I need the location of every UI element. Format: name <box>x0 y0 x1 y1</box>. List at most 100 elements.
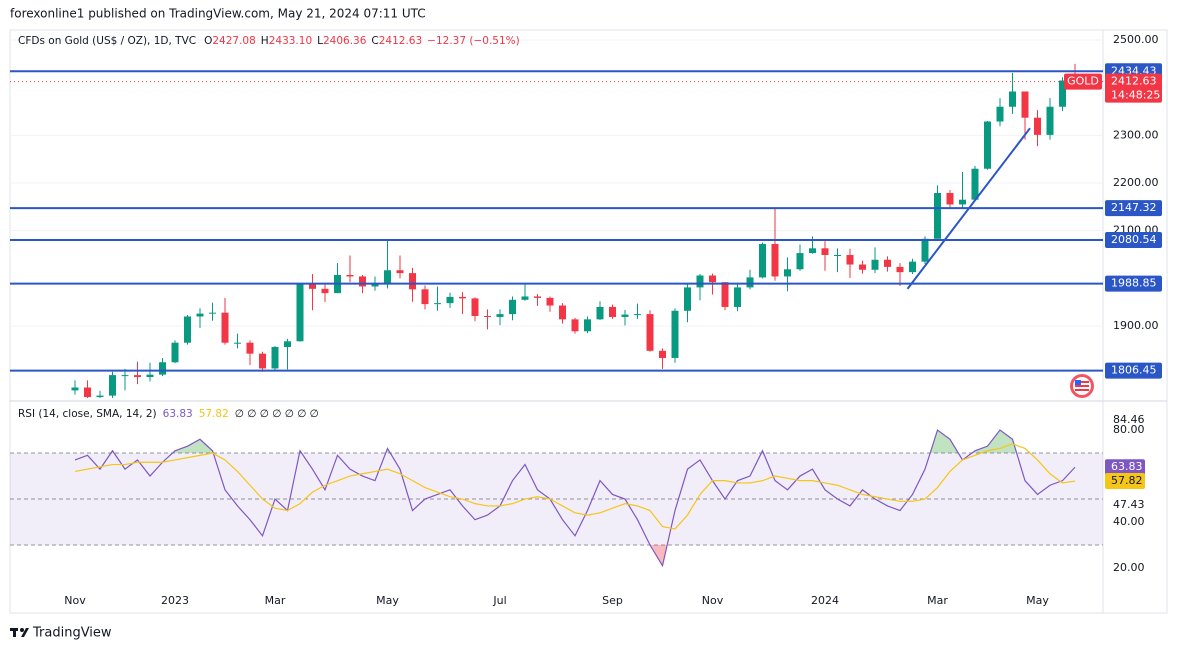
candle-body <box>1021 91 1029 118</box>
candle-body <box>521 296 529 300</box>
candle-body <box>296 283 304 342</box>
x-tick-label: Jul <box>492 594 506 607</box>
level-tag-label: 2080.54 <box>1111 233 1157 246</box>
last-price-tag <box>1105 73 1162 103</box>
candle-body <box>996 106 1004 122</box>
rsi-pane <box>10 429 1103 568</box>
candle-body <box>359 276 366 287</box>
y-tick-label: 84.46 <box>1113 413 1145 426</box>
candle-body <box>771 244 779 277</box>
ohlc-key: C <box>371 35 378 47</box>
price-pane <box>10 39 1103 398</box>
candle-body <box>596 306 604 320</box>
candle-body <box>884 259 891 267</box>
candle-body <box>84 387 91 398</box>
countdown: 14:48:25 <box>1111 89 1160 102</box>
candle-body <box>221 312 229 343</box>
ohlc-key: H <box>261 35 269 47</box>
y-tick-label: 2200.00 <box>1113 176 1159 189</box>
ohlc-value: 2427.08 <box>212 35 255 47</box>
candle-body <box>796 253 804 270</box>
candle-body <box>246 342 254 354</box>
overbought-fill <box>110 430 1017 454</box>
candle-body <box>671 310 679 358</box>
rsi-value-tag <box>1105 473 1145 490</box>
candle-body <box>859 264 866 270</box>
candle-body <box>571 319 579 332</box>
candle-body <box>309 283 316 289</box>
candle-body <box>196 313 204 317</box>
chart-frame <box>9 29 1168 614</box>
rsi-legend-value: 57.82 <box>199 408 229 420</box>
x-tick-label: Nov <box>702 594 724 607</box>
y-tick-label: 1900.00 <box>1113 319 1159 332</box>
candle-body <box>784 269 791 277</box>
candle-body <box>234 342 241 344</box>
symbol: CFDs on Gold (US$ / OZ), 1D, TVC <box>18 35 196 47</box>
legend: CFDs on Gold (US$ / OZ), 1D, TVC O2427.08… <box>18 35 520 47</box>
rsi-value-tag-label: 57.82 <box>1111 474 1143 487</box>
candle-body <box>684 287 691 311</box>
rsi-legend-value: 63.83 <box>163 408 193 420</box>
ohlc-value: 2433.10 <box>269 35 312 47</box>
ohlc-value: 2406.36 <box>323 35 367 47</box>
candle-body <box>109 375 116 396</box>
x-tick-label: Sep <box>602 594 623 607</box>
candle-body <box>121 375 129 377</box>
x-tick-label: 2024 <box>811 594 839 607</box>
y-tick-label: 2300.00 <box>1113 128 1159 141</box>
rsi-line <box>74 443 1076 530</box>
candle-body <box>1009 91 1016 107</box>
rsi-value-tag <box>1105 459 1145 476</box>
candle-body <box>371 283 379 287</box>
level-tag-label: 1988.85 <box>1111 277 1157 290</box>
candle-body <box>459 296 466 299</box>
candle-body <box>284 341 291 347</box>
brand: TradingView <box>32 626 112 641</box>
y-tick-label: 47.43 <box>1113 498 1145 511</box>
candle-body <box>921 238 929 262</box>
y-tick-label: 80.00 <box>1113 423 1145 436</box>
brand-logo <box>10 628 29 637</box>
candle-body <box>1059 80 1066 107</box>
candle-body <box>96 395 104 398</box>
candle-body <box>709 275 716 283</box>
candle-body <box>259 353 266 369</box>
candle-body <box>971 168 979 200</box>
candle-body <box>946 193 954 205</box>
x-tick-label: Mar <box>265 594 286 607</box>
na-marks: ∅ ∅ ∅ ∅ ∅ ∅ ∅ <box>235 408 319 420</box>
x-tick-label: Mar <box>927 594 948 607</box>
change: −12.37 (−0.51%) <box>427 35 520 47</box>
candle-body <box>271 346 279 369</box>
level-tag-label: 2147.32 <box>1111 201 1157 214</box>
flag-icon <box>1070 374 1094 398</box>
candle-body <box>159 362 166 375</box>
candle-body <box>659 350 666 358</box>
candle-body <box>896 266 904 273</box>
candle-body <box>384 270 391 284</box>
candle-body <box>584 319 591 332</box>
level-tag <box>1105 362 1162 379</box>
candle-body <box>746 277 754 288</box>
candle-body <box>634 314 641 316</box>
candle-body <box>559 305 566 320</box>
candle-body <box>721 282 729 307</box>
candle-body <box>534 296 541 298</box>
symbol-tag <box>1064 73 1102 90</box>
last-price-label: 2412.63 <box>1111 75 1157 88</box>
candle-body <box>184 316 191 343</box>
candle-body <box>509 299 516 315</box>
candle-body <box>959 199 966 205</box>
candle-body <box>809 248 816 254</box>
candle-body <box>621 314 629 317</box>
candle-body <box>171 342 179 363</box>
candle-body <box>546 297 554 306</box>
ohlc-value: 2412.63 <box>379 35 422 47</box>
symbol-tag-label: GOLD <box>1067 75 1099 88</box>
candle-body <box>734 287 741 307</box>
candle-body <box>471 298 479 317</box>
candle-body <box>71 387 79 391</box>
candle-body <box>434 303 441 305</box>
